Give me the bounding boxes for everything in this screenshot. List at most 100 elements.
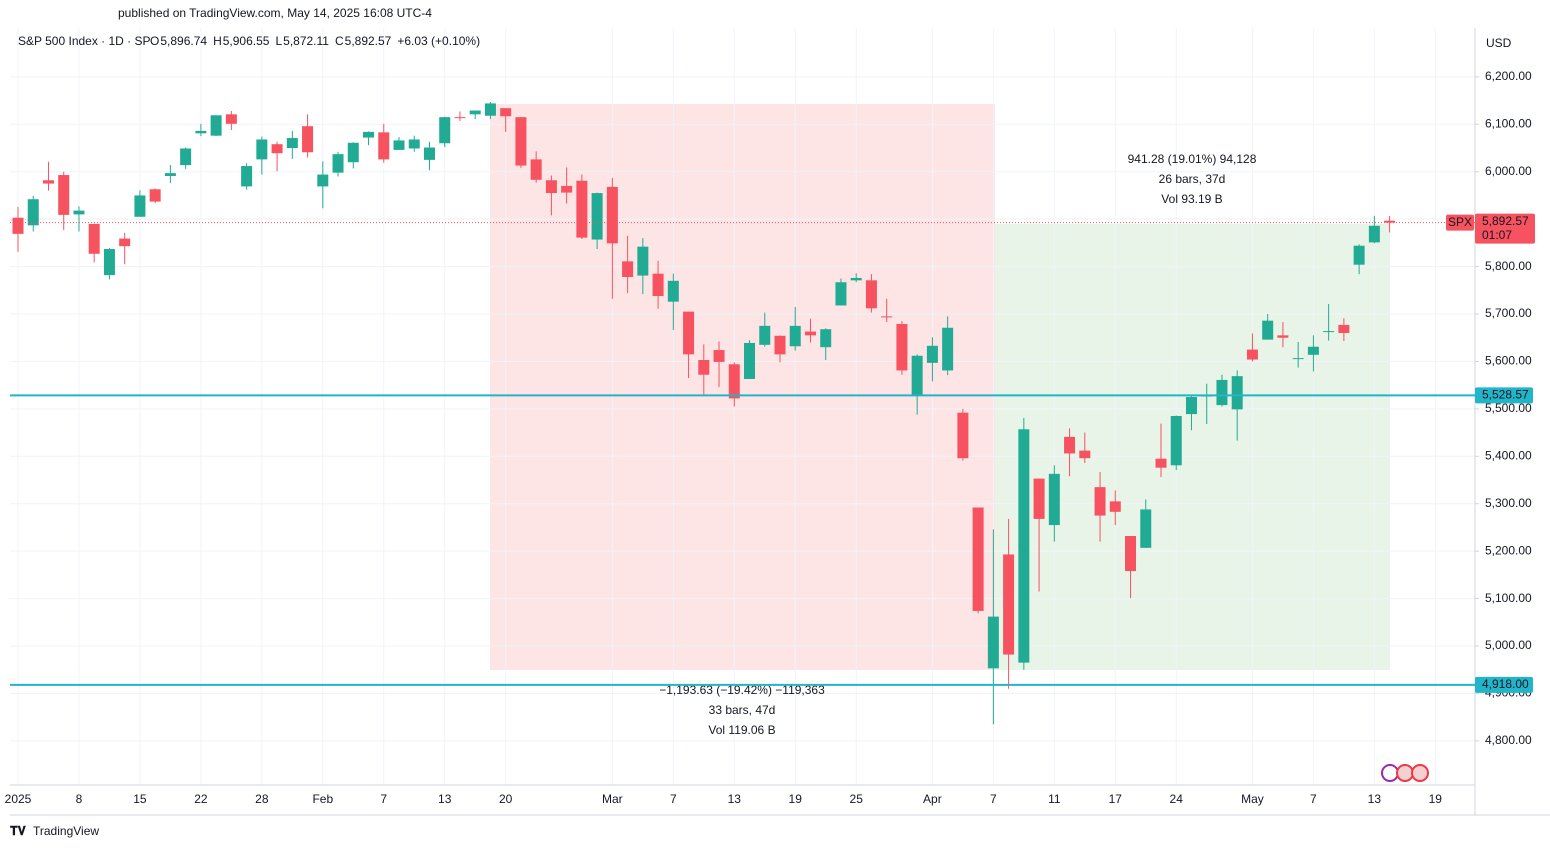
ohlc-value: 5,896.74: [160, 34, 207, 48]
candle-body: [134, 195, 146, 217]
measure-text: −1,193.63 (−19.42%) −119,363: [659, 683, 825, 697]
candle-body: [393, 140, 405, 150]
y-tick-label: 6,200.00: [1485, 69, 1532, 83]
decline-range-box: [490, 104, 995, 670]
y-tick-label: 6,000.00: [1485, 164, 1532, 178]
ohlc-key: C: [335, 34, 344, 48]
x-tick-label: 7: [990, 792, 997, 806]
y-tick-label: 5,000.00: [1485, 638, 1532, 652]
candle-body: [302, 126, 314, 153]
candle-body: [210, 115, 222, 136]
candle-body: [363, 131, 375, 138]
candle-body: [1338, 324, 1350, 333]
x-tick-label: 13: [728, 792, 742, 806]
candle-body: [500, 108, 512, 117]
candle-body: [820, 329, 832, 348]
candle-body: [683, 311, 695, 355]
candle-body: [1064, 436, 1076, 454]
candle-body: [1368, 225, 1380, 243]
candle-body: [347, 142, 359, 163]
change: +6.03 (+0.10%): [397, 34, 480, 48]
candle-body: [241, 166, 253, 187]
x-tick-label: 7: [670, 792, 677, 806]
candle-body: [469, 110, 481, 115]
candle-body: [256, 139, 268, 160]
last-price-tag: [1475, 213, 1535, 244]
candle-body: [1094, 487, 1106, 516]
candle-body: [119, 238, 131, 247]
level-tag: [1475, 387, 1533, 404]
level-label: 4,918.00: [1482, 677, 1529, 691]
candle-body: [926, 345, 938, 363]
y-tick-label: 5,400.00: [1485, 448, 1532, 462]
candle-body: [561, 185, 573, 193]
candle-body: [530, 159, 542, 180]
candle-body: [1231, 376, 1243, 410]
candle-body: [195, 130, 207, 134]
ohlc-key: O: [150, 34, 159, 48]
candle-body: [484, 103, 496, 116]
ohlc-key: L: [275, 34, 282, 48]
candle-body: [865, 280, 877, 309]
ohlc-key: H: [213, 34, 222, 48]
candle-body: [1155, 458, 1167, 468]
ohlc-value: 5,906.55: [223, 34, 270, 48]
candle-body: [408, 139, 420, 149]
candle-body: [1323, 331, 1335, 333]
x-tick-label: 28: [255, 792, 269, 806]
candle-body: [576, 180, 588, 238]
candle-body: [1033, 478, 1045, 519]
candle-body: [1140, 509, 1152, 548]
candle-body: [515, 117, 527, 166]
measure-text: 26 bars, 37d: [1159, 172, 1226, 186]
candle-body: [73, 210, 85, 215]
y-tick-label: 5,600.00: [1485, 354, 1532, 368]
candle-body: [759, 325, 771, 345]
candle-body: [439, 117, 451, 144]
candle-body: [1384, 220, 1396, 223]
candle-body: [1292, 358, 1304, 360]
x-tick-label: May: [1241, 792, 1264, 806]
y-tick-label: 5,700.00: [1485, 306, 1532, 320]
y-tick-label: 5,200.00: [1485, 543, 1532, 557]
rise-range-box: [995, 224, 1390, 670]
y-tick-label: 5,500.00: [1485, 401, 1532, 415]
x-tick-label: 17: [1109, 792, 1123, 806]
candle-body: [378, 132, 390, 160]
candle-body: [972, 507, 984, 611]
x-tick-label: Feb: [312, 792, 333, 806]
candle-body: [454, 117, 466, 119]
candle-body: [637, 246, 649, 276]
x-tick-label: 2025: [5, 792, 32, 806]
x-tick-label: 11: [1048, 792, 1061, 806]
candle-body: [1003, 554, 1015, 655]
candle-body: [1353, 245, 1365, 265]
candle-body: [1185, 397, 1197, 415]
event-icons: [1381, 764, 1429, 782]
candle-body: [423, 147, 435, 160]
ohlc-header: O 5,896.74 H 5,906.55 L 5,872.11 C 5,892.57 +6.0…: [150, 34, 480, 48]
candle-body: [789, 325, 801, 347]
ohlc-value: 5,872.11: [283, 34, 329, 48]
candle-body: [180, 148, 192, 166]
y-tick-label: 5,800.00: [1485, 259, 1532, 273]
candle-body: [271, 144, 283, 154]
candle-body: [744, 342, 756, 379]
candle-body: [164, 173, 176, 176]
candle-body: [698, 360, 710, 375]
x-tick-label: 13: [1368, 792, 1382, 806]
candle-body: [58, 175, 70, 215]
x-tick-label: 20: [499, 792, 513, 806]
x-tick-label: 22: [194, 792, 208, 806]
x-tick-label: Apr: [923, 792, 942, 806]
measure-text: 33 bars, 47d: [709, 703, 776, 717]
symbol-label: SPX: [1448, 215, 1472, 229]
candle-body: [835, 282, 847, 306]
countdown: 01:07: [1482, 228, 1512, 242]
grid: [10, 28, 1475, 785]
candle-body: [987, 616, 999, 669]
candle-body: [622, 261, 634, 278]
measure-text: Vol 119.06 B: [708, 723, 775, 737]
candle-body: [1307, 346, 1319, 355]
y-tick-label: 5,300.00: [1485, 496, 1532, 510]
